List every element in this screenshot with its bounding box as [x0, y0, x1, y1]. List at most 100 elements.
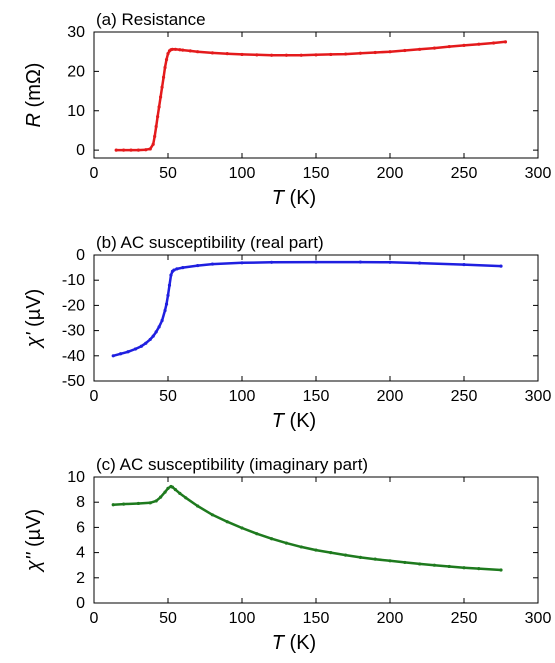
x-tick-label-a-5: 250	[451, 165, 478, 182]
data-point-a-29	[270, 53, 274, 57]
y-tick-label-c-2: 4	[76, 545, 85, 562]
x-tick-label-a-1: 50	[159, 165, 177, 182]
x-axis-symbol-a: T	[272, 187, 286, 209]
data-point-b-6	[148, 337, 152, 342]
data-point-a-4	[144, 148, 148, 152]
data-point-a-1	[122, 148, 126, 152]
data-point-a-13	[161, 75, 166, 79]
data-point-b-28	[462, 262, 466, 267]
data-point-c-3	[148, 501, 152, 505]
y-tick-label-b-2: -30	[62, 323, 85, 340]
data-point-a-9	[156, 115, 160, 119]
data-point-a-41	[447, 44, 451, 49]
data-point-b-17	[172, 268, 176, 272]
data-point-c-5	[159, 495, 163, 499]
y-tick-label-a-1: 10	[67, 103, 85, 120]
data-point-a-7	[153, 134, 157, 138]
x-tick-label-a-2: 100	[229, 165, 256, 182]
x-tick-label-b-6: 300	[525, 388, 552, 405]
data-point-c-18	[270, 537, 274, 541]
y-tick-label-c-0: 0	[76, 595, 85, 612]
data-point-c-26	[388, 559, 392, 563]
x-tick-label-b-1: 50	[159, 388, 177, 405]
data-point-c-29	[432, 563, 436, 567]
data-point-a-19	[170, 47, 175, 51]
data-point-c-27	[403, 560, 407, 565]
y-axis-symbol-c: χ''	[23, 551, 45, 573]
data-point-a-45	[503, 40, 508, 44]
data-point-b-11	[163, 308, 167, 313]
data-point-c-30	[447, 564, 451, 569]
data-point-a-24	[196, 50, 200, 54]
data-point-a-5	[148, 147, 152, 151]
data-point-a-42	[462, 43, 466, 47]
data-point-a-34	[344, 52, 348, 56]
y-tick-label-c-1: 2	[76, 570, 85, 587]
data-point-b-25	[358, 260, 362, 264]
y-axis-symbol-a: R	[23, 113, 45, 127]
data-point-a-25	[210, 51, 214, 55]
data-point-a-38	[403, 48, 407, 53]
chart-b: 0 50 100 150 200 250 300 -50 -40 -30 -20 -10 0 (b) AC…	[23, 233, 551, 432]
y-tick-label-b-5: 0	[76, 247, 85, 264]
series-line-c-0	[111, 485, 503, 572]
data-point-a-3	[136, 148, 140, 152]
data-point-c-21	[314, 548, 318, 552]
y-tick-label-b-1: -40	[62, 348, 85, 365]
data-point-b-4	[139, 344, 143, 348]
x-tick-label-a-6: 300	[525, 165, 552, 182]
x-tick-label-b-5: 250	[451, 388, 478, 405]
data-point-c-12	[184, 496, 188, 500]
data-point-a-37	[388, 50, 392, 54]
data-point-a-6	[151, 142, 155, 146]
data-point-c-1	[122, 502, 126, 506]
y-tick-label-c-3: 6	[76, 519, 85, 536]
data-point-c-32	[477, 567, 481, 571]
x-tick-label-b-3: 150	[303, 388, 330, 405]
data-point-c-13	[196, 504, 200, 508]
y-axis-label-b: χ' (µV)	[23, 289, 45, 350]
data-point-a-31	[299, 53, 303, 57]
data-point-b-8	[154, 330, 158, 334]
data-point-b-2	[126, 350, 130, 354]
data-point-a-12	[160, 85, 164, 89]
y-axis-label-a: R (mΩ)	[23, 63, 45, 128]
x-tick-label-a-4: 200	[377, 165, 404, 182]
series-line-a-0	[114, 40, 507, 152]
data-point-a-28	[255, 53, 259, 57]
data-point-c-4	[154, 499, 158, 503]
y-tick-label-c-5: 10	[67, 469, 85, 486]
y-tick-label-a-0: 0	[76, 142, 85, 159]
chart-title-b: (b) AC susceptibility (real part)	[96, 233, 324, 252]
data-point-a-35	[358, 51, 362, 55]
x-axis-unit-c: (K)	[284, 632, 316, 654]
data-point-a-10	[157, 105, 161, 109]
data-point-b-14	[167, 283, 172, 287]
x-axis-symbol-c: T	[272, 632, 286, 654]
data-point-b-10	[160, 318, 164, 323]
data-point-b-29	[499, 264, 503, 268]
data-point-a-27	[240, 52, 244, 57]
chart-c: 0 50 100 150 200 250 300 0 2 4 6 8 10 (c) AC suscepti…	[23, 455, 551, 654]
data-point-a-39	[418, 47, 422, 51]
x-tick-label-a-3: 150	[303, 165, 330, 182]
data-point-a-40	[432, 46, 436, 50]
data-point-a-44	[492, 41, 496, 45]
y-axis-label-c: χ'' (µV)	[23, 509, 45, 573]
x-axis-symbol-b: T	[272, 410, 286, 432]
data-point-a-36	[373, 50, 377, 55]
data-point-c-2	[136, 501, 140, 506]
data-point-a-8	[154, 124, 158, 129]
data-point-b-7	[151, 334, 155, 338]
data-point-c-31	[462, 566, 466, 570]
data-point-a-16	[166, 52, 170, 56]
data-point-c-25	[373, 557, 377, 561]
data-point-b-26	[388, 260, 392, 264]
data-point-b-3	[133, 347, 138, 351]
data-point-a-20	[173, 47, 177, 51]
x-tick-label-c-0: 0	[90, 610, 99, 627]
data-point-a-11	[159, 95, 163, 99]
y-axis-unit-b: (µV)	[23, 289, 45, 333]
y-axis-unit-a: (mΩ)	[23, 63, 45, 114]
y-tick-label-b-0: -50	[62, 373, 85, 390]
